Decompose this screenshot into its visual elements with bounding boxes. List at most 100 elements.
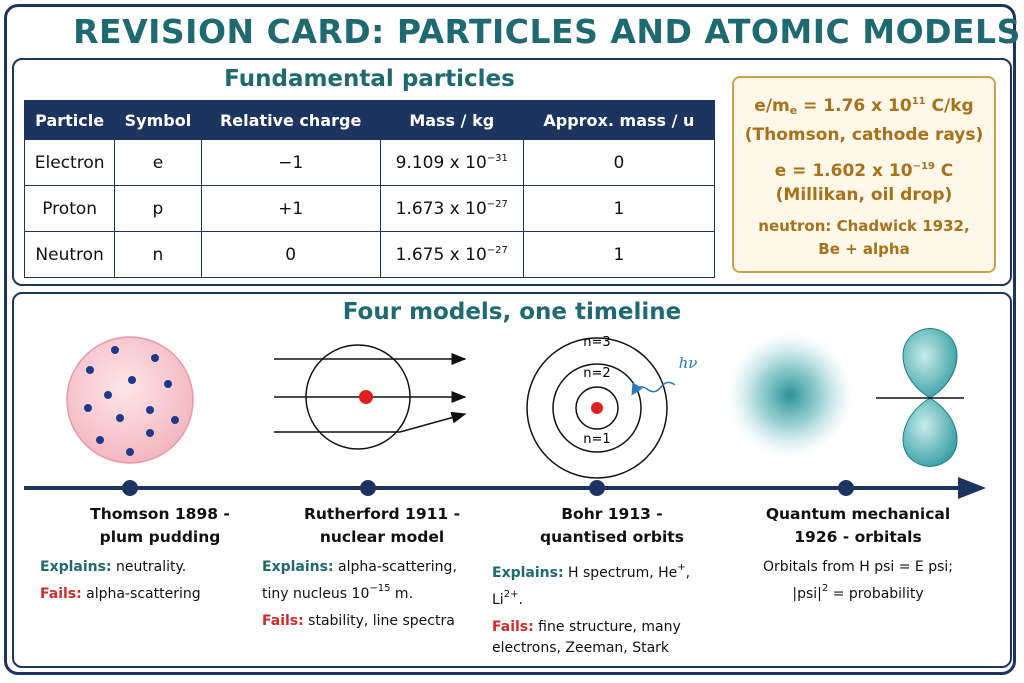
table-row: Electron e −1 9.109 x 10−31 0 — [23, 139, 716, 186]
bohr-atom — [526, 337, 676, 479]
text-run: (Thomson, cathode rays) — [744, 125, 984, 145]
text-run: Orbitals from H psi = E psi; — [762, 559, 954, 575]
table-row: Proton p +1 1.673 x 10−27 1 — [23, 185, 716, 232]
sup-script: −19 — [912, 161, 935, 172]
note-line: Explains: neutrality. — [40, 557, 280, 578]
sub-script: e — [789, 104, 798, 117]
text-run: stability, line spectra — [303, 613, 455, 629]
text-run: C — [934, 161, 954, 181]
model-title: Bohr 1913 - quantised orbits — [492, 503, 732, 549]
fails-label: Fails: — [492, 619, 534, 635]
table-cell: Proton — [23, 185, 116, 232]
title-line: Thomson 1898 - — [90, 505, 230, 523]
text-run: fine structure, many — [533, 619, 681, 635]
model-title: Thomson 1898 - plum pudding — [40, 503, 280, 549]
title-line: nuclear model — [319, 528, 445, 546]
constants-box: e/me = 1.76 x 1011 C/kg (Thomson, cathode… — [732, 76, 996, 273]
table-cell: +1 — [200, 185, 381, 232]
constant-line: Be + alpha — [734, 238, 994, 261]
outer-frame — [4, 4, 1016, 675]
fails-label: Fails: — [262, 613, 304, 629]
sup-script: 11 — [911, 96, 926, 107]
orbit-label: n=2 — [583, 366, 610, 381]
table-cell: n — [114, 231, 202, 278]
orbit-label: n=3 — [583, 335, 610, 350]
model-title: Rutherford 1911 - nuclear model — [262, 503, 502, 549]
text-run: alpha-scattering, — [333, 559, 457, 575]
sup-script: −15 — [369, 583, 391, 594]
note-line: Li2+. — [492, 584, 732, 611]
orbit-label: n=1 — [583, 432, 610, 447]
column-header: Mass / kg — [379, 100, 524, 140]
timeline-panel — [12, 292, 1012, 668]
text-run: tiny nucleus 10 — [262, 586, 370, 602]
page-title: REVISION CARD: PARTICLES AND ATOMIC MODE… — [73, 12, 1021, 51]
title-line: plum pudding — [99, 528, 221, 546]
model-note: Orbitals from H psi = E psi; |psi|2 = pro… — [738, 557, 978, 605]
note-line: |psi|2 = probability — [738, 578, 978, 605]
title-line: quantised orbits — [540, 528, 684, 546]
text-run: 9.109 x 10 — [395, 152, 487, 173]
table-cell: 1.673 x 10−27 — [379, 185, 524, 232]
column-header: Relative charge — [200, 100, 381, 140]
constant-line: (Thomson, cathode rays) — [734, 123, 994, 147]
table-cell: p — [114, 185, 202, 232]
column-header: Particle — [23, 100, 116, 140]
section-title: Four models, one timeline — [342, 299, 682, 325]
photon-label: hν — [679, 354, 698, 372]
note-line: Fails: stability, line spectra — [262, 611, 502, 632]
model-note: Fails: fine structure, many electrons, Ze… — [492, 617, 732, 659]
table-cell: e — [114, 139, 202, 186]
table-cell: 9.109 x 10−31 — [379, 139, 524, 186]
text-run: alpha-scattering — [81, 586, 201, 602]
text-run: 1.675 x 10 — [395, 244, 487, 265]
model-title: Quantum mechanical 1926 - orbitals — [738, 503, 978, 549]
sup-script: + — [677, 562, 686, 573]
text-run: = probability — [828, 586, 924, 602]
model-column: Quantum mechanical 1926 - orbitals Orbital… — [738, 503, 978, 611]
thomson-atom — [66, 336, 194, 464]
text-run: 1.673 x 10 — [395, 198, 487, 219]
timeline-axis — [24, 477, 986, 499]
text-run: = 1.76 x 10 — [797, 96, 912, 116]
sup-script: −27 — [486, 198, 508, 210]
title-line: Quantum mechanical — [765, 505, 951, 523]
constant-line: neutron: Chadwick 1932, — [734, 215, 994, 238]
constant-line: e/me = 1.76 x 1011 C/kg — [734, 90, 994, 123]
text-run: C/kg — [925, 96, 974, 116]
text-run: H spectrum, He — [563, 565, 678, 581]
sup-script: −31 — [486, 152, 508, 164]
text-run: neutrality. — [111, 559, 187, 575]
electron-cloud — [728, 333, 852, 457]
constant-line: (Millikan, oil drop) — [734, 183, 994, 207]
model-note: Explains: neutrality. — [40, 557, 280, 578]
model-column: Thomson 1898 - plum pudding Explains: neut… — [40, 503, 280, 611]
model-column: Bohr 1913 - quantised orbits Explains: H s… — [492, 503, 732, 665]
text-run: (Millikan, oil drop) — [775, 185, 953, 205]
note-line: Fails: fine structure, many — [492, 617, 732, 638]
table-cell: Electron — [23, 139, 116, 186]
text-run: . — [518, 592, 523, 608]
title-line: 1926 - orbitals — [794, 528, 922, 546]
particles-table: Particle Symbol Relative charge Mass / kg Ap… — [23, 100, 716, 278]
note-line: tiny nucleus 10−15 m. — [262, 578, 502, 605]
note-line: electrons, Zeeman, Stark — [492, 638, 732, 659]
rutherford-atom — [274, 344, 467, 450]
table-cell: 1.675 x 10−27 — [379, 231, 524, 278]
explains-label: Explains: — [40, 559, 112, 575]
table-cell: 0 — [200, 231, 381, 278]
text-run: Li — [492, 592, 504, 608]
model-note: Fails: stability, line spectra — [262, 611, 502, 632]
sup-script: 2+ — [503, 589, 519, 600]
text-run: , — [685, 565, 691, 581]
table-row: Neutron n 0 1.675 x 10−27 1 — [23, 231, 716, 278]
p-orbital — [876, 328, 964, 467]
model-note: Explains: alpha-scattering, tiny nucleus … — [262, 557, 502, 605]
note-line: Fails: alpha-scattering — [40, 584, 280, 605]
model-note: Explains: H spectrum, He+, Li2+. — [492, 557, 732, 611]
explains-label: Explains: — [492, 565, 564, 581]
note-line: Explains: alpha-scattering, — [262, 557, 502, 578]
text-run: Be + alpha — [818, 240, 910, 258]
sup-script: −27 — [486, 244, 508, 256]
